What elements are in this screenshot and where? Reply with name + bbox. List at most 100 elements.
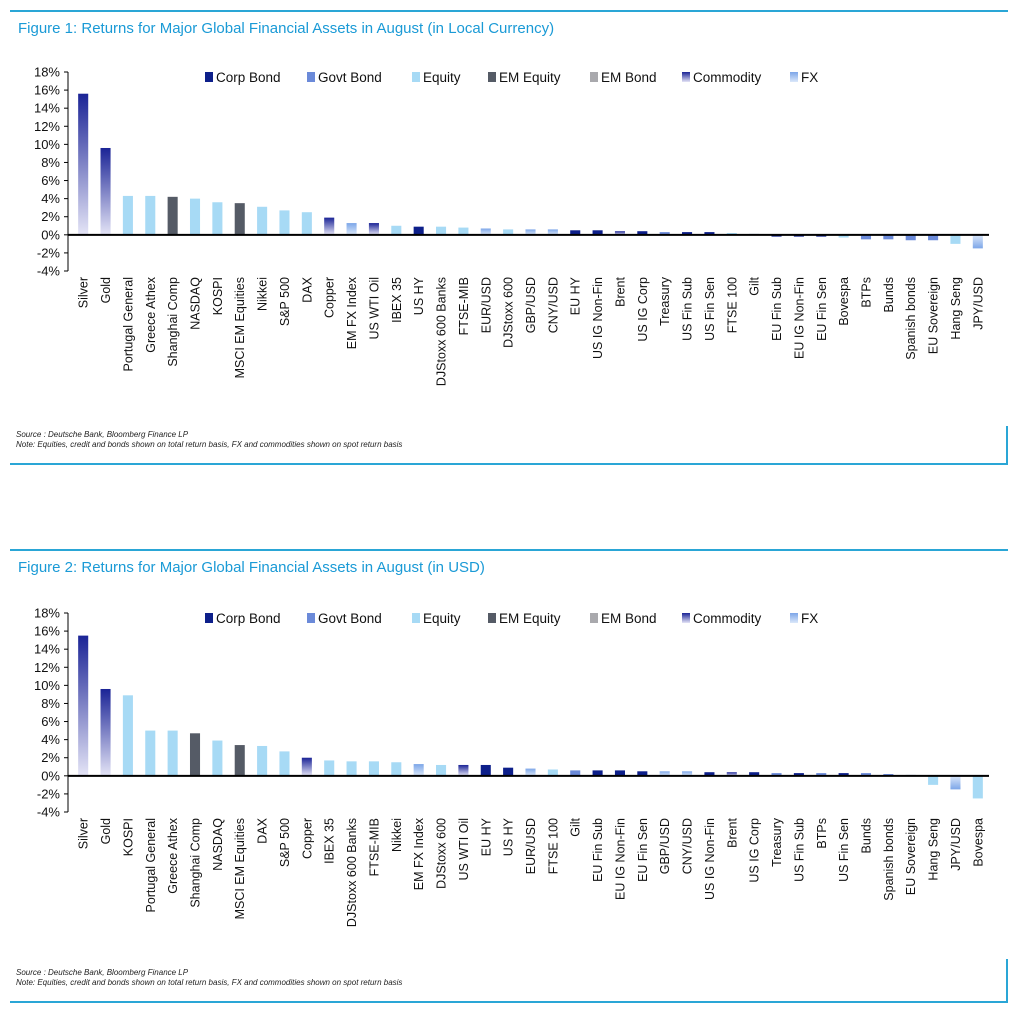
legend-item-equity: Equity [412, 611, 461, 626]
bar [838, 773, 849, 776]
legend-label: FX [801, 70, 818, 85]
category-label: Hang Seng [949, 277, 963, 340]
category-label: Spanish bonds [882, 818, 896, 901]
bar [928, 234, 939, 241]
legend-label: EM Equity [499, 70, 561, 85]
category-label: JPY/USD [949, 818, 963, 871]
legend-label: Equity [423, 70, 461, 85]
bar [324, 760, 335, 776]
y-tick-label: 0% [41, 227, 60, 242]
bar [458, 764, 469, 776]
figure-1-panel: Figure 1: Returns for Major Global Finan… [10, 10, 1008, 465]
figure-1-top-rule [10, 10, 1008, 12]
legend-item-embond: EM Bond [590, 70, 657, 85]
legend-swatch [412, 72, 420, 82]
category-label: Silver [77, 818, 91, 849]
y-tick-label: 8% [41, 155, 60, 170]
y-tick-label: 2% [41, 750, 60, 765]
bar [279, 751, 290, 776]
bar [301, 757, 312, 776]
y-tick-label: -4% [37, 264, 61, 279]
bar [122, 695, 133, 776]
figure-1-source: Source : Deutsche Bank, Bloomberg Financ… [16, 430, 189, 439]
legend-swatch [790, 613, 798, 623]
bar [592, 230, 603, 235]
y-tick-label: 12% [34, 660, 60, 675]
category-label: US Fin Sen [837, 818, 851, 882]
bar [167, 730, 178, 776]
category-label: BTPs [859, 277, 873, 308]
bar [167, 196, 178, 235]
figure-2-top-rule [10, 549, 1008, 551]
bar [637, 771, 648, 776]
category-label: US HY [412, 276, 426, 315]
category-label: EU Fin Sen [636, 818, 650, 882]
legend-label: EM Bond [601, 611, 657, 626]
category-label: EU HY [569, 276, 583, 315]
category-label: FTSE 100 [725, 277, 739, 333]
category-label: US IG Non-Fin [703, 818, 717, 900]
category-label: US Fin Sen [703, 277, 717, 341]
bar [78, 635, 89, 776]
bar [614, 770, 625, 776]
y-tick-label: 16% [34, 83, 60, 98]
category-label: EU Sovereign [927, 277, 941, 354]
bar [413, 764, 424, 776]
y-tick-label: 4% [41, 191, 60, 206]
category-label: EM FX Index [412, 817, 426, 890]
legend-item-embond: EM Bond [590, 611, 657, 626]
bar [212, 740, 223, 776]
legend-swatch [205, 613, 213, 623]
bar [614, 231, 625, 235]
bar [592, 770, 603, 776]
y-tick-label: -2% [37, 786, 61, 801]
bar [189, 733, 201, 776]
y-tick-label: 18% [34, 65, 60, 80]
category-label: Treasury [770, 817, 784, 867]
bar [637, 231, 648, 235]
category-label: DAX [256, 817, 270, 843]
category-label: US HY [502, 817, 516, 856]
bar [860, 773, 872, 776]
category-label: Spanish bonds [904, 277, 918, 360]
category-label: Silver [77, 277, 91, 308]
bar [257, 206, 268, 235]
category-label: EUR/USD [524, 818, 538, 874]
category-label: CNY/USD [546, 277, 560, 333]
bar [928, 775, 939, 785]
legend-swatch [412, 613, 420, 623]
category-label: US Fin Sub [792, 818, 806, 882]
category-label: S&P 500 [278, 277, 292, 326]
legend-label: EM Bond [601, 70, 657, 85]
bar [816, 773, 827, 776]
y-tick-label: 14% [34, 642, 60, 657]
bar [145, 195, 156, 235]
legend-swatch [205, 72, 213, 82]
category-label: Greece Athex [166, 817, 180, 893]
y-tick-label: 0% [41, 768, 60, 783]
legend-swatch [682, 613, 690, 623]
bar [704, 232, 715, 235]
bar [726, 772, 737, 776]
category-label: EU Fin Sen [815, 277, 829, 341]
category-label: US Fin Sub [681, 277, 695, 341]
legend-item-fx: FX [790, 70, 818, 85]
category-label: DAX [300, 276, 314, 302]
bar [145, 730, 156, 776]
category-label: DJStoxx 600 [502, 277, 516, 348]
figure-1-bottom-rule [10, 463, 1008, 465]
category-label: US WTI Oil [457, 818, 471, 881]
bar [905, 234, 916, 241]
category-label: FTSE-MIB [457, 277, 471, 335]
legend-item-commodity: Commodity [682, 70, 762, 85]
figure-2-panel: Figure 2: Returns for Major Global Finan… [10, 549, 1008, 1003]
legend-item-govt: Govt Bond [307, 70, 382, 85]
bar [391, 225, 402, 235]
bar [301, 212, 312, 235]
category-label: Bovespa [971, 818, 985, 867]
bar [368, 223, 379, 235]
legend-swatch [488, 613, 496, 623]
category-label: US IG Non-Fin [591, 277, 605, 359]
category-label: JPY/USD [971, 277, 985, 330]
y-tick-label: 10% [34, 137, 60, 152]
